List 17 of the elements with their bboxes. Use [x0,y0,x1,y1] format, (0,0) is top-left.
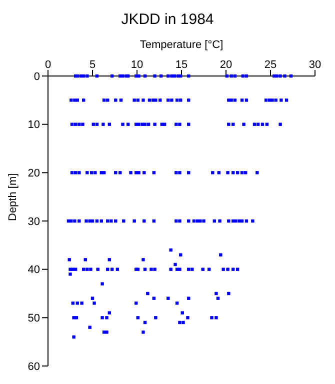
chart-title: JKDD in 1984 [120,10,215,30]
x-tick-label: 25 [264,59,277,71]
x-tick-label: 20 [220,59,232,71]
x-tick-label: 5 [89,59,96,71]
y-axis-title: Depth [m] [6,173,19,221]
x-tick-label: 15 [175,59,188,71]
y-tick-label: 40 [28,264,40,276]
x-tick-label: 30 [308,59,322,71]
y-tick-label: 60 [28,360,40,373]
y-tick-label: 30 [28,216,40,228]
y-tick-label: 20 [28,168,40,180]
x-tick-label: 0 [44,59,52,71]
y-tick-label: 0 [34,70,40,83]
x-axis-title: Temperature [°C] [140,38,224,51]
x-tick-label: 10 [130,59,144,71]
y-tick-label: 10 [28,119,40,132]
y-tick-label: 50 [28,312,40,325]
